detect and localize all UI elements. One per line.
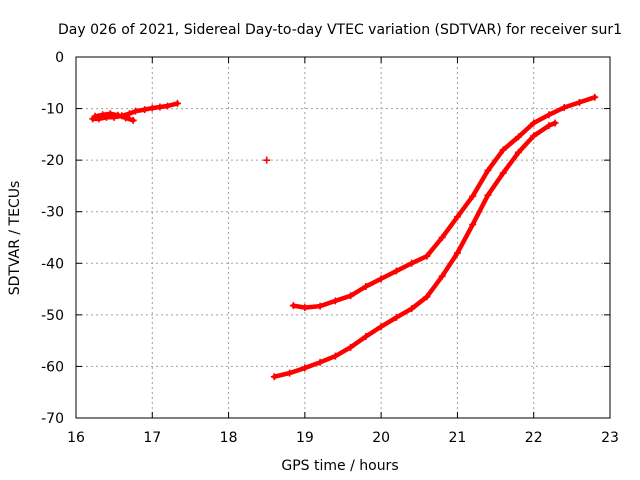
- data-point: [591, 93, 599, 101]
- data-point: [286, 369, 294, 377]
- y-tick-label: -20: [41, 153, 64, 169]
- series-arc-1: [89, 99, 181, 123]
- series-arc-3: [270, 119, 559, 381]
- tick-labels: 16 17 18 19 20 21 22 23 0 -10 -20 -30 -40 -50 -60 -70: [41, 50, 619, 446]
- y-tick-label: -60: [41, 359, 64, 375]
- series-isolated: [263, 156, 271, 164]
- data-point: [263, 156, 271, 164]
- data-point: [469, 192, 477, 200]
- data-series: [89, 93, 599, 381]
- y-tick-label: -30: [41, 205, 64, 221]
- data-point: [301, 304, 309, 312]
- data-point: [453, 213, 461, 221]
- data-point: [575, 98, 583, 106]
- data-point: [164, 102, 172, 110]
- data-point: [99, 111, 107, 119]
- data-point: [331, 297, 339, 305]
- data-point: [316, 302, 324, 310]
- data-point: [392, 313, 400, 321]
- data-point: [114, 111, 122, 119]
- data-point: [438, 272, 446, 280]
- series-arc-1b: [91, 110, 137, 124]
- data-point: [484, 191, 492, 199]
- data-point: [347, 292, 355, 300]
- data-point: [106, 110, 114, 118]
- data-point: [141, 106, 149, 114]
- data-point: [270, 373, 278, 381]
- x-tick-label: 23: [601, 430, 619, 446]
- y-tick-label: 0: [55, 50, 64, 66]
- data-point: [173, 99, 181, 107]
- data-point: [289, 302, 297, 310]
- data-point: [132, 107, 140, 115]
- y-axis-label: SDTVAR / TECUs: [7, 181, 23, 296]
- data-point: [551, 119, 559, 127]
- data-point: [469, 221, 477, 229]
- data-point: [362, 282, 370, 290]
- data-point: [514, 133, 522, 141]
- series-arc-2: [289, 93, 599, 312]
- data-point: [362, 333, 370, 341]
- data-point: [408, 305, 416, 313]
- y-tick-label: -40: [41, 256, 64, 272]
- data-point: [514, 148, 522, 156]
- data-point: [129, 116, 137, 124]
- data-point: [408, 259, 416, 267]
- chart-title: Day 026 of 2021, Sidereal Day-to-day VTE…: [58, 22, 622, 38]
- data-point: [530, 132, 538, 140]
- x-tick-label: 18: [220, 430, 238, 446]
- data-point: [377, 323, 385, 331]
- series-trace: [272, 120, 558, 379]
- x-tick-label: 19: [296, 430, 314, 446]
- grid: [76, 57, 610, 418]
- data-point: [530, 119, 538, 127]
- x-tick-label: 21: [449, 430, 467, 446]
- data-point: [392, 267, 400, 275]
- data-point: [122, 114, 130, 122]
- data-point: [377, 275, 385, 283]
- y-tick-label: -50: [41, 308, 64, 324]
- x-tick-label: 20: [372, 430, 390, 446]
- plot-frame: [75, 56, 611, 419]
- data-point: [148, 104, 156, 112]
- data-point: [545, 111, 553, 119]
- data-point: [499, 169, 507, 177]
- x-tick-label: 16: [67, 430, 85, 446]
- data-point: [499, 146, 507, 154]
- data-point: [484, 166, 492, 174]
- data-point: [560, 104, 568, 112]
- y-tick-label: -10: [41, 102, 64, 118]
- x-tick-label: 22: [525, 430, 543, 446]
- x-axis-label: GPS time / hours: [281, 458, 398, 474]
- data-point: [331, 352, 339, 360]
- data-point: [453, 249, 461, 257]
- data-point: [545, 122, 553, 130]
- data-point: [125, 110, 133, 118]
- data-point: [347, 343, 355, 351]
- y-tick-label: -70: [41, 411, 64, 427]
- axis-ticks: [75, 56, 611, 419]
- data-point: [91, 112, 99, 120]
- data-point: [316, 358, 324, 366]
- data-point: [423, 293, 431, 301]
- data-point: [301, 364, 309, 372]
- x-tick-label: 17: [143, 430, 161, 446]
- data-point: [423, 252, 431, 260]
- data-point: [438, 234, 446, 241]
- data-point: [156, 103, 164, 111]
